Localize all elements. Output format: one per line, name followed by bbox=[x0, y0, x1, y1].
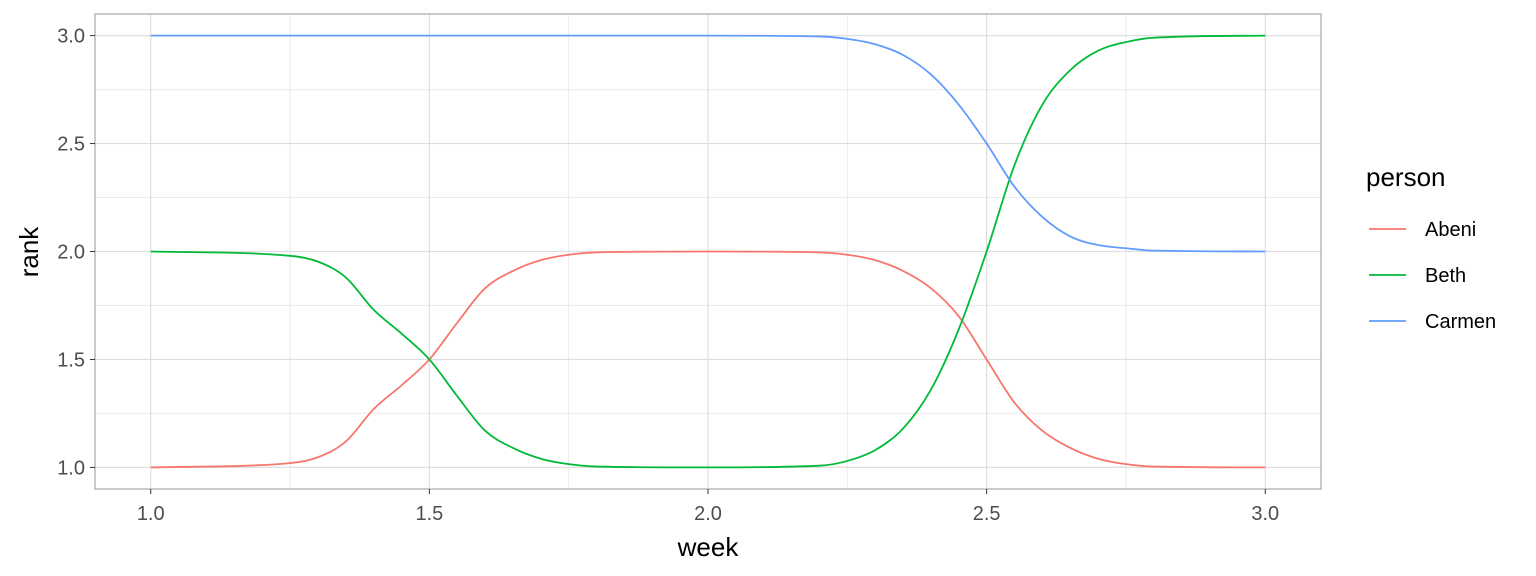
y-axis-ticks: 1.0 1.5 2.0 2.5 3.0 bbox=[57, 26, 95, 479]
x-tick-label: 3.0 bbox=[1251, 503, 1279, 525]
x-tick-label: 1.5 bbox=[415, 503, 443, 525]
series-line-beth bbox=[150, 34, 1266, 469]
series-lines bbox=[150, 34, 1266, 469]
series-line-carmen bbox=[150, 34, 1266, 253]
legend-title: person bbox=[1366, 162, 1446, 192]
x-tick-label: 1.0 bbox=[137, 503, 165, 525]
legend-label-abeni: Abeni bbox=[1425, 219, 1476, 241]
y-tick-label: 2.5 bbox=[57, 134, 85, 156]
y-tick-label: 1.5 bbox=[57, 349, 85, 371]
legend-label-beth: Beth bbox=[1425, 265, 1466, 287]
x-tick-label: 2.0 bbox=[694, 503, 722, 525]
y-tick-label: 2.0 bbox=[57, 242, 85, 264]
y-axis-title: rank bbox=[14, 226, 44, 278]
y-tick-label: 1.0 bbox=[57, 457, 85, 479]
series-line-abeni bbox=[150, 250, 1266, 469]
y-tick-label: 3.0 bbox=[57, 26, 85, 48]
legend: person Abeni Beth Carmen bbox=[1366, 162, 1496, 333]
x-axis-ticks: 1.0 1.5 2.0 2.5 3.0 bbox=[137, 489, 1279, 525]
x-tick-label: 2.5 bbox=[973, 503, 1001, 525]
legend-label-carmen: Carmen bbox=[1425, 311, 1496, 333]
x-axis-title: week bbox=[677, 532, 740, 562]
